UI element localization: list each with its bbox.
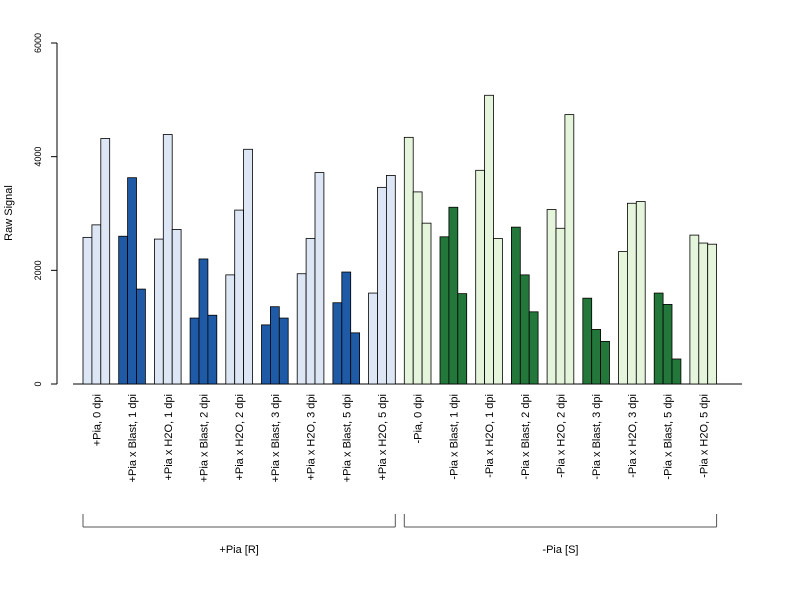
x-tick-label: +Pia x H2O, 3 dpi [306, 394, 318, 481]
group-label: +Pia [R] [219, 544, 258, 556]
category-labels: +Pia, 0 dpi +Pia x Blast, 1 dpi +Pia x H2O… [91, 394, 710, 482]
bar [171, 229, 182, 385]
x-tick-label: -Pia x H2O, 2 dpi [555, 394, 567, 478]
bar [350, 332, 361, 385]
x-tick-label: -Pia, 0 dpi [413, 394, 425, 444]
x-tick-label: +Pia x H2O, 1 dpi [163, 394, 175, 481]
bar [635, 201, 646, 385]
bar [421, 222, 432, 385]
bar [198, 258, 209, 385]
group-bracket: +Pia [R] [82, 514, 396, 556]
bar [305, 238, 316, 385]
bar [377, 186, 387, 385]
x-tick-label: -Pia x H2O, 5 dpi [698, 394, 710, 478]
bar [457, 293, 468, 385]
bar [519, 274, 530, 385]
bar [582, 297, 593, 385]
bar [207, 314, 218, 385]
x-tick-label: +Pia x H2O, 5 dpi [377, 394, 389, 481]
bar [698, 242, 709, 385]
bar [564, 114, 575, 385]
bar [653, 292, 664, 385]
bars-layer [82, 94, 718, 385]
y-axis: 0 2000 4000 6000 [33, 33, 58, 387]
bar [100, 138, 111, 385]
x-tick-label: +Pia x H2O, 2 dpi [234, 394, 246, 481]
bar [707, 243, 718, 385]
bar [591, 329, 602, 385]
x-tick-label: +Pia x Blast, 5 dpi [341, 394, 353, 482]
y-tick-label: 6000 [33, 33, 43, 53]
y-tick-label: 4000 [33, 147, 43, 167]
x-tick-label: +Pia x Blast, 2 dpi [198, 394, 210, 482]
x-tick-label: -Pia x Blast, 2 dpi [520, 394, 532, 480]
y-tick-label: 2000 [33, 260, 43, 280]
bar [555, 227, 566, 385]
bar [296, 273, 307, 385]
bar [689, 234, 700, 385]
x-tick-label: +Pia x Blast, 1 dpi [127, 394, 139, 482]
x-tick-label: +Pia, 0 dpi [91, 394, 103, 446]
x-tick-label: -Pia x H2O, 3 dpi [627, 394, 639, 478]
x-tick-label: -Pia x Blast, 3 dpi [591, 394, 603, 480]
bar [493, 238, 503, 385]
bar [403, 136, 414, 385]
bar [278, 317, 289, 385]
bar [234, 209, 244, 385]
bar [475, 169, 486, 385]
bar [118, 235, 128, 385]
group-brackets: +Pia [R] -Pia [S] [82, 514, 718, 556]
bar [368, 292, 378, 385]
bar [546, 209, 557, 385]
bar [162, 134, 173, 385]
x-tick-label: +Pia x Blast, 3 dpi [270, 394, 282, 482]
bar [484, 94, 494, 385]
bar [618, 251, 628, 385]
bar [448, 206, 459, 385]
bar [261, 324, 271, 385]
y-tick-label: 0 [33, 381, 43, 386]
bar [627, 202, 637, 385]
bar [600, 340, 610, 385]
bar [269, 306, 280, 385]
bar [189, 317, 200, 385]
bar [314, 172, 325, 385]
bar [91, 224, 102, 385]
bar [412, 191, 423, 385]
x-tick-label: -Pia x H2O, 1 dpi [484, 394, 496, 478]
bar [153, 238, 164, 385]
group-label: -Pia [S] [542, 544, 578, 556]
bar [243, 148, 253, 385]
bar [225, 274, 236, 385]
x-tick-label: -Pia x Blast, 1 dpi [448, 394, 460, 480]
bar [136, 288, 146, 385]
bar [671, 358, 682, 385]
bar [82, 236, 93, 385]
bar [332, 302, 343, 385]
x-tick-label: -Pia x Blast, 5 dpi [663, 394, 675, 480]
bar [662, 304, 673, 385]
bar [510, 226, 521, 385]
bar [127, 177, 137, 385]
bar [439, 236, 450, 385]
bar [528, 311, 539, 385]
bar [341, 271, 352, 385]
bar [385, 175, 396, 385]
group-bracket: -Pia [S] [403, 514, 718, 556]
y-axis-title: Raw Signal [3, 185, 15, 241]
